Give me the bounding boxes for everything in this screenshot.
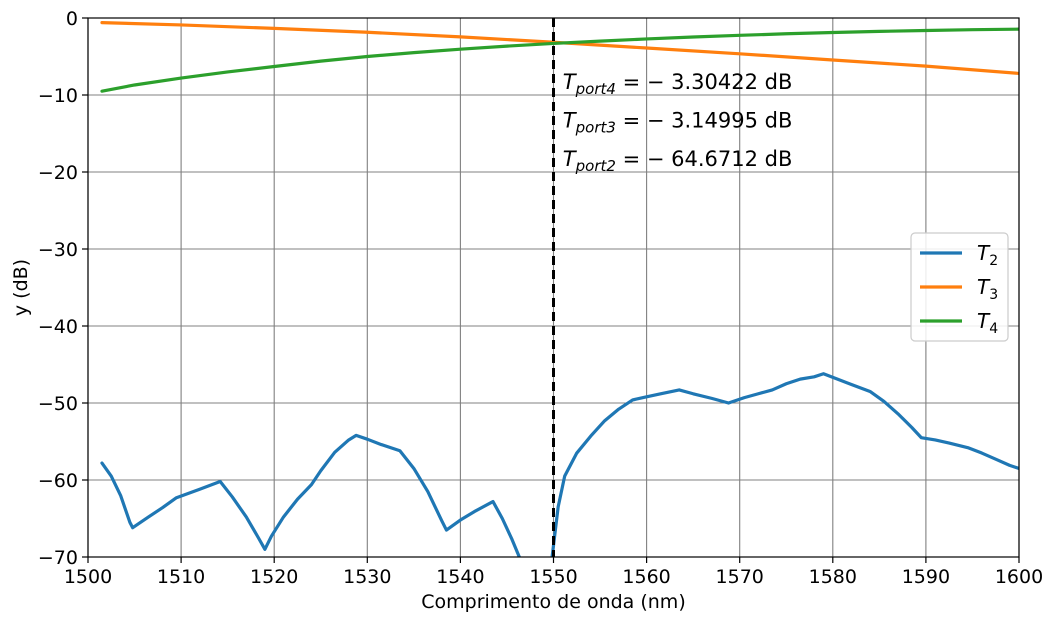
y-tick-label-2: −20 [38,162,78,184]
legend-items: T2 T3 T4 [920,241,998,337]
annotation-port3: Tport3 = − 3.14995 dB [563,108,793,136]
y-tick-label-6: −60 [38,470,78,492]
x-axis-ticks: 1500 1510 1520 1530 1540 1550 1560 1570 1580 1590… [64,557,1043,588]
x-axis-label: Comprimento de onda (nm) [421,591,685,613]
y-tick-label-3: −30 [38,239,78,261]
y-tick-label-0: 0 [66,8,78,30]
x-tick-label-9: 1590 [902,566,950,588]
x-tick-label-4: 1540 [436,566,484,588]
y-tick-label-1: −10 [38,85,78,107]
annotation-port4: Tport4 = − 3.30422 dB [563,70,793,98]
annotation-port2: Tport2 = − 64.6712 dB [563,147,793,175]
legend-label-T4: T4 [977,309,998,337]
x-tick-label-7: 1570 [716,566,764,588]
x-tick-label-1: 1510 [157,566,205,588]
legend-label-T2: T2 [977,241,998,269]
y-axis-ticks: 0 −10 −20 −30 −40 −50 −60 −70 [38,8,88,569]
x-tick-label-5: 1550 [529,566,577,588]
y-tick-label-4: −40 [38,316,78,338]
y-tick-label-7: −70 [38,547,78,569]
series-line-T4 [100,27,1019,93]
legend-label-T3: T3 [977,275,998,303]
plot-area [100,21,1019,557]
x-tick-label-0: 1500 [64,566,112,588]
x-tick-label-6: 1560 [622,566,670,588]
y-axis-label: y (dB) [10,259,32,316]
legend: T2 T3 T4 [910,232,1009,342]
annotations: Tport4 = − 3.30422 dB Tport3 = − 3.14995 … [563,70,793,175]
y-tick-label-5: −50 [38,393,78,415]
x-tick-label-10: 1600 [995,566,1043,588]
series-line-T2 [100,372,1019,557]
x-tick-label-2: 1520 [250,566,298,588]
x-tick-label-3: 1530 [343,566,391,588]
x-tick-label-8: 1580 [809,566,857,588]
